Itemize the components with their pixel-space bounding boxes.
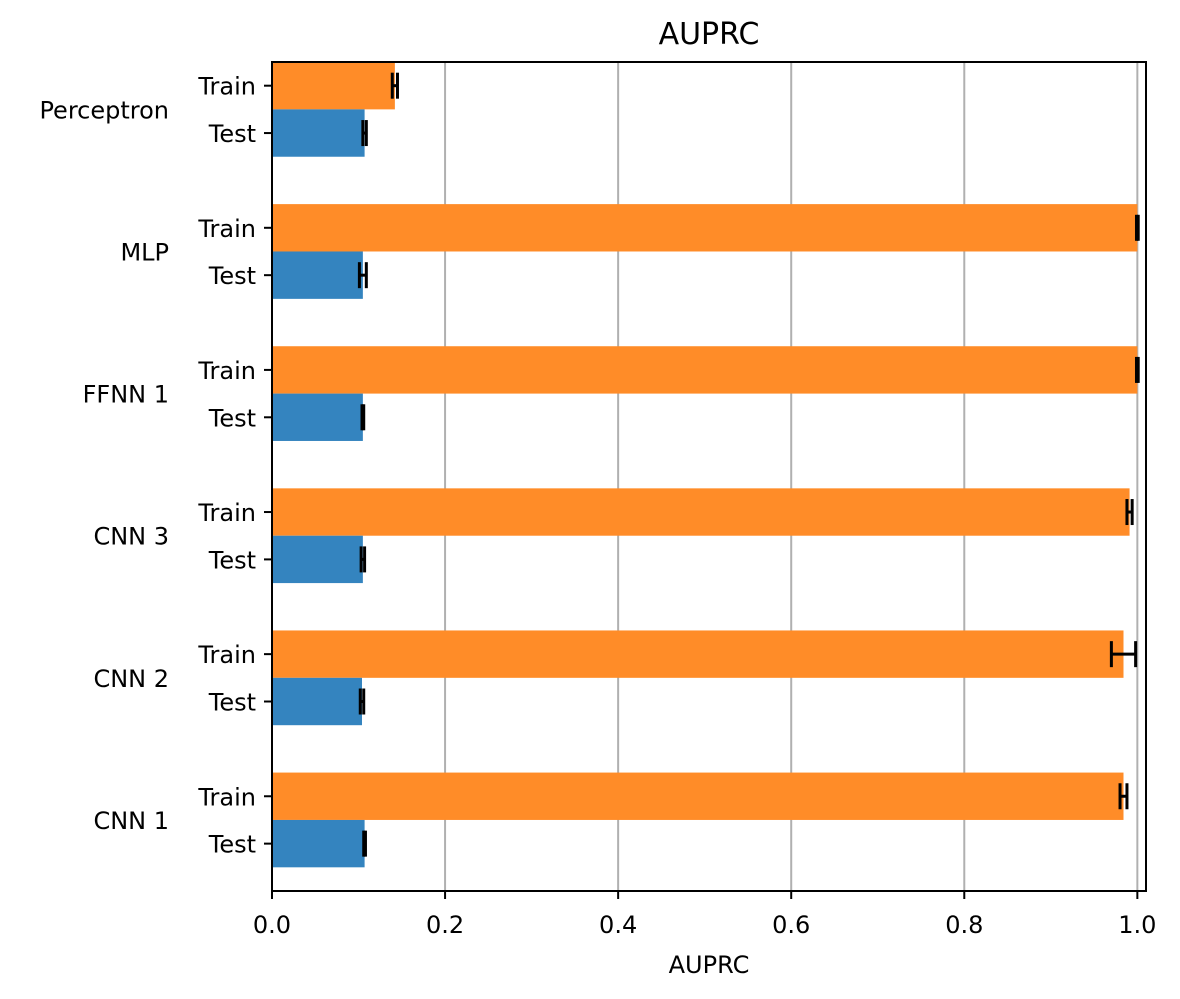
x-tick-label: 0.6 xyxy=(772,911,810,939)
group-label: CNN 2 xyxy=(93,665,169,693)
x-tick-label: 0.4 xyxy=(599,911,637,939)
group-label: FFNN 1 xyxy=(83,381,169,409)
bar-label: Train xyxy=(197,73,256,101)
x-tick-label: 0.8 xyxy=(945,911,983,939)
bar-label: Train xyxy=(197,357,256,385)
bar-label: Test xyxy=(208,831,256,859)
chart-title: AUPRC xyxy=(659,17,760,52)
bar-train xyxy=(272,62,395,110)
bar-label: Test xyxy=(208,120,256,148)
x-tick-label: 0.2 xyxy=(426,911,464,939)
bar-train xyxy=(272,630,1124,678)
bar-label: Train xyxy=(197,641,256,669)
bar-test xyxy=(272,677,362,726)
bar-label: Test xyxy=(208,689,256,717)
bar-train xyxy=(272,772,1124,820)
group-label: MLP xyxy=(120,238,169,266)
bar-test xyxy=(272,535,363,584)
bar-test xyxy=(272,109,365,157)
error-bars xyxy=(357,72,1140,857)
plot-frame xyxy=(271,61,1147,892)
bar-label: Test xyxy=(208,404,256,432)
grid-lines xyxy=(444,62,1139,891)
x-tick-label: 1.0 xyxy=(1118,911,1156,939)
x-tick-label: 0.0 xyxy=(253,911,291,939)
x-axis-ticks: 0.0 0.2 0.4 0.6 0.8 1.0 xyxy=(253,891,1156,939)
bar-test xyxy=(272,819,365,868)
group-label: Perceptron xyxy=(39,96,169,124)
group-label: CNN 1 xyxy=(93,807,169,835)
bar-label: Train xyxy=(197,499,256,527)
bars xyxy=(272,62,1138,868)
bar-train xyxy=(272,488,1130,536)
group-label: CNN 3 xyxy=(93,523,169,551)
x-axis-label: AUPRC xyxy=(669,951,750,979)
bar-test xyxy=(272,393,363,441)
bar-label: Train xyxy=(197,783,256,811)
bar-test xyxy=(272,251,363,299)
bar-label: Test xyxy=(208,262,256,290)
bar-label: Train xyxy=(197,215,256,243)
bar-label: Test xyxy=(208,546,256,574)
bar-train xyxy=(272,204,1138,252)
y-axis-labels: Train Test Perceptron Train Test MLP Train Test… xyxy=(39,73,272,859)
bar-train xyxy=(272,346,1138,394)
